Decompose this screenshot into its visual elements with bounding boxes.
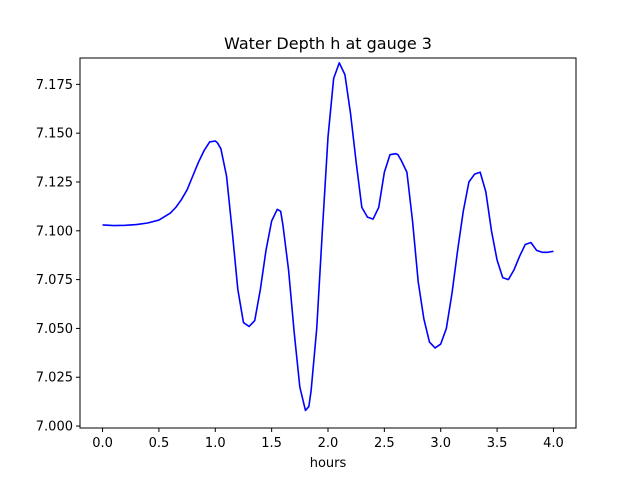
chart-title: Water Depth h at gauge 3 <box>224 34 432 53</box>
x-tick-label: 3.0 <box>430 436 451 451</box>
y-tick-label: 7.025 <box>36 371 73 386</box>
series-line-0 <box>102 62 554 412</box>
x-axis-label: hours <box>310 456 347 471</box>
x-axis-ticks: 0.0 0.5 1.0 1.5 2.0 2.5 3.0 3.5 4.0 <box>92 428 564 451</box>
y-tick-label: 7.100 <box>36 224 73 239</box>
y-tick-label: 7.125 <box>36 175 73 190</box>
x-tick-label: 2.0 <box>318 436 339 451</box>
x-tick-label: 1.5 <box>261 436 282 451</box>
plot-frame <box>79 57 577 429</box>
x-tick-label: 0.0 <box>92 436 113 451</box>
x-tick-label: 0.5 <box>149 436 170 451</box>
x-tick-label: 1.0 <box>205 436 226 451</box>
y-tick-label: 7.150 <box>36 127 73 142</box>
x-tick-label: 4.0 <box>543 436 564 451</box>
x-tick-label: 2.5 <box>374 436 395 451</box>
y-axis-ticks: 7.000 7.025 7.050 7.075 7.100 7.125 7.150 7.175 <box>36 78 80 435</box>
y-tick-label: 7.050 <box>36 322 73 337</box>
y-tick-label: 7.175 <box>36 78 73 93</box>
y-tick-label: 7.075 <box>36 273 73 288</box>
y-tick-label: 7.000 <box>36 420 73 435</box>
plot-area <box>102 62 554 412</box>
x-tick-label: 3.5 <box>487 436 508 451</box>
